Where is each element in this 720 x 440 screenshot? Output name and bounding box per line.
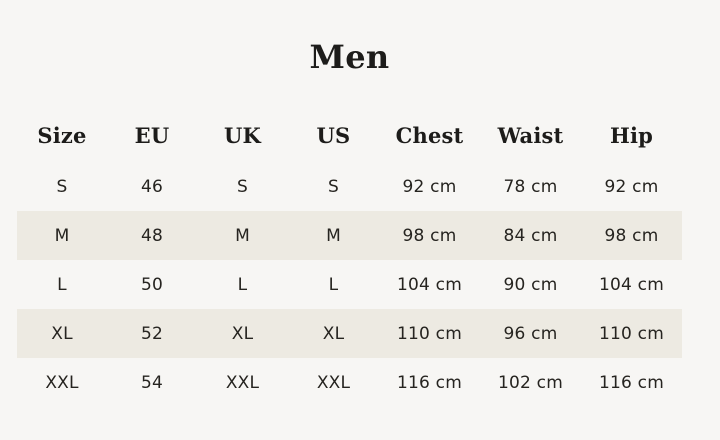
table-cell: 98 cm (604, 225, 659, 246)
table-cell: L (57, 274, 67, 295)
page-title: Men (309, 38, 390, 76)
table-cell: XXL (225, 372, 260, 393)
table-cell: 48 (140, 225, 164, 246)
table-cell: 92 cm (402, 176, 457, 197)
table-cell: XL (51, 323, 73, 344)
table-cell: L (237, 274, 248, 295)
table-cell: 110 cm (397, 323, 462, 344)
table-cell: XXL (316, 372, 351, 393)
table-row: M 48 M M 98 cm 84 cm 98 cm (17, 211, 682, 260)
table-row: XXL 54 XXL XXL 116 cm 102 cm 116 cm (17, 358, 682, 407)
table-cell: XXL (45, 372, 79, 393)
table-row: XL 52 XL XL 110 cm 96 cm 110 cm (17, 309, 682, 358)
table-cell: M (54, 225, 70, 246)
table-cell: 78 cm (503, 176, 558, 197)
table-row: L 50 L L 104 cm 90 cm 104 cm (17, 260, 682, 309)
table-cell: S (328, 176, 339, 197)
header-row: Size EU UK US Chest Waist Hip (17, 108, 682, 162)
table-cell: 52 (140, 323, 164, 344)
table-cell: 104 cm (599, 274, 664, 295)
table-cell: 98 cm (402, 225, 457, 246)
column-header-uk: UK (224, 122, 261, 148)
table-cell: XL (231, 323, 254, 344)
table-cell: 116 cm (599, 372, 664, 393)
table-cell: 102 cm (498, 372, 563, 393)
table-cell: 96 cm (503, 323, 558, 344)
size-table: Size EU UK US Chest Waist Hip S 46 S S 92 cm… (17, 108, 682, 407)
table-cell: 92 cm (604, 176, 659, 197)
table-cell: 104 cm (397, 274, 462, 295)
column-header-us: US (316, 122, 351, 148)
column-header-hip: Hip (609, 122, 654, 148)
table-cell: XL (322, 323, 345, 344)
table-row: S 46 S S 92 cm 78 cm 92 cm (17, 162, 682, 211)
size-table-header: Size EU UK US Chest Waist Hip (17, 108, 682, 162)
table-cell: 110 cm (599, 323, 664, 344)
size-table-body: S 46 S S 92 cm 78 cm 92 cm M 48 M M 98 cm 84 cm 98 cm… (17, 162, 682, 407)
table-cell: 46 (140, 176, 164, 197)
table-cell: S (237, 176, 248, 197)
table-cell: 50 (140, 274, 164, 295)
table-cell: 90 cm (503, 274, 558, 295)
column-header-eu: EU (134, 122, 170, 148)
column-header-waist: Waist (497, 122, 564, 148)
table-cell: 54 (140, 372, 164, 393)
table-cell: M (235, 225, 250, 246)
column-header-size: Size (37, 122, 87, 148)
table-cell: S (56, 176, 68, 197)
table-cell: 84 cm (503, 225, 558, 246)
table-cell: L (328, 274, 339, 295)
table-cell: M (326, 225, 341, 246)
column-header-chest: Chest (395, 122, 464, 148)
table-cell: 116 cm (397, 372, 462, 393)
